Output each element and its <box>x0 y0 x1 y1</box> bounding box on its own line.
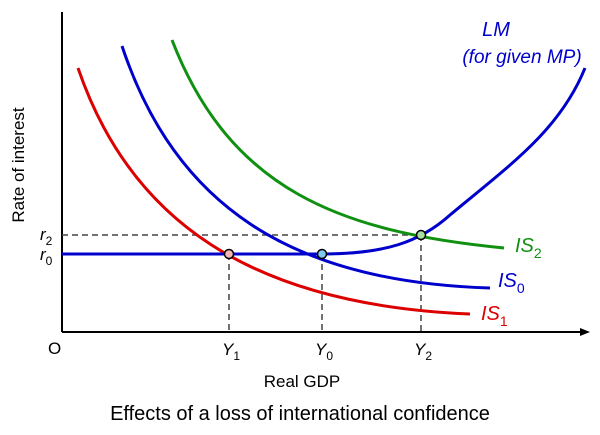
is2-curve <box>170 39 505 250</box>
y2-tick-label: Y2 <box>414 340 432 363</box>
is2-label: IS2 <box>515 235 542 261</box>
equilibrium-point-y0 <box>316 248 328 260</box>
equilibrium-point-y2 <box>415 229 427 241</box>
lm-label: LM <box>482 19 510 41</box>
lm-curve <box>62 67 587 256</box>
x-axis-label: Real GDP <box>264 372 341 391</box>
equilibrium-point-y1 <box>223 248 235 260</box>
is0-label: IS0 <box>498 270 525 296</box>
lm-note: (for given MP) <box>462 47 581 68</box>
r2-tick-label: r2 <box>40 225 53 248</box>
y0-tick-label: Y0 <box>315 340 333 363</box>
is1-curve <box>76 67 471 316</box>
is0-curve <box>120 45 491 290</box>
y1-tick-label: Y1 <box>222 340 240 363</box>
r0-tick-label: r0 <box>40 245 53 268</box>
origin-label: O <box>48 339 61 358</box>
is1-label: IS1 <box>481 303 508 329</box>
caption: Effects of a loss of international confi… <box>110 403 490 425</box>
x-axis-arrow <box>580 328 590 336</box>
y-axis-label: Rate of interest <box>9 107 28 223</box>
